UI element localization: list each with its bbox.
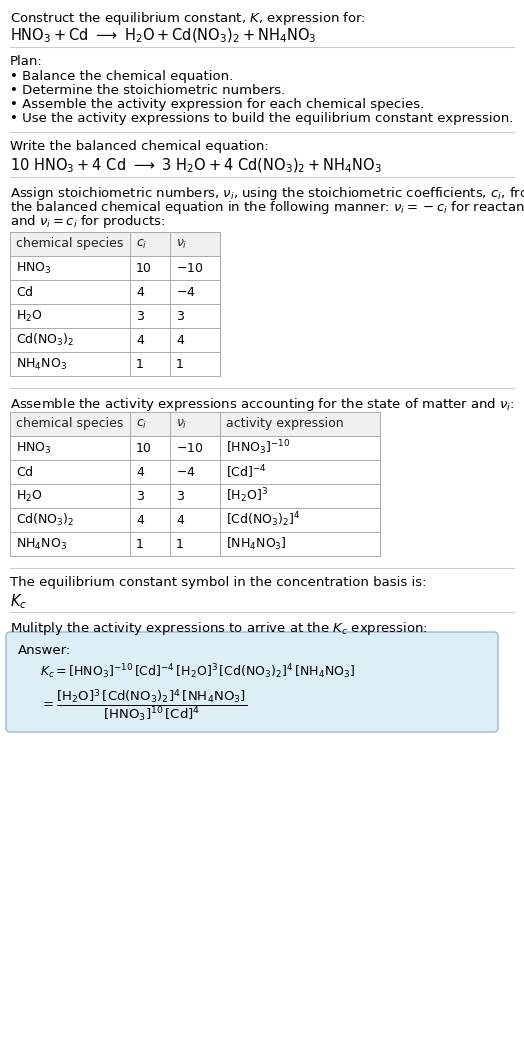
Text: $\mathrm{Cd}$: $\mathrm{Cd}$ [16,285,34,299]
Text: 1: 1 [176,537,184,551]
Bar [10,280,220,304]
Text: chemical species: chemical species [16,417,123,431]
Text: Assemble the activity expressions accounting for the state of matter and $\nu_i$: Assemble the activity expressions accoun… [10,396,515,413]
Text: $\mathrm{H_2O}$: $\mathrm{H_2O}$ [16,308,42,324]
Text: $\nu_i$: $\nu_i$ [176,417,188,431]
Text: $K_c = [\mathrm{HNO_3}]^{-10}\,[\mathrm{Cd}]^{-4}\,[\mathrm{H_2O}]^3\,[\mathrm{C: $K_c = [\mathrm{HNO_3}]^{-10}\,[\mathrm{… [40,662,355,681]
Text: $\mathrm{Cd(NO_3)_2}$: $\mathrm{Cd(NO_3)_2}$ [16,512,74,528]
Text: • Use the activity expressions to build the equilibrium constant expression.: • Use the activity expressions to build … [10,112,514,125]
Text: $K_c$: $K_c$ [10,592,27,611]
Text: Construct the equilibrium constant, $K$, expression for:: Construct the equilibrium constant, $K$,… [10,10,366,27]
Bar [10,232,220,256]
Text: Assign stoichiometric numbers, $\nu_i$, using the stoichiometric coefficients, $: Assign stoichiometric numbers, $\nu_i$, … [10,185,524,202]
Text: 1: 1 [136,357,144,371]
Bar [10,508,380,532]
Text: $\nu_i$: $\nu_i$ [176,237,188,251]
Text: $\mathrm{HNO_3}$: $\mathrm{HNO_3}$ [16,440,51,456]
Text: $[\mathrm{Cd}]^{-4}$: $[\mathrm{Cd}]^{-4}$ [226,463,267,481]
Bar [10,412,380,436]
Text: $-10$: $-10$ [176,441,203,455]
Text: 3: 3 [136,489,144,503]
Text: 3: 3 [176,309,184,323]
Text: $\mathrm{H_2O}$: $\mathrm{H_2O}$ [16,488,42,504]
Bar [10,304,220,328]
Text: $-4$: $-4$ [176,465,195,479]
Text: 1: 1 [176,357,184,371]
Text: $= \dfrac{[\mathrm{H_2O}]^3\,[\mathrm{Cd(NO_3)_2}]^4\,[\mathrm{NH_4NO_3}]}{[\mat: $= \dfrac{[\mathrm{H_2O}]^3\,[\mathrm{Cd… [40,688,247,725]
Text: $\mathrm{HNO_3}$: $\mathrm{HNO_3}$ [16,260,51,276]
Text: $\mathrm{Cd(NO_3)_2}$: $\mathrm{Cd(NO_3)_2}$ [16,332,74,348]
FancyBboxPatch shape [6,632,498,732]
Text: Mulitply the activity expressions to arrive at the $K_c$ expression:: Mulitply the activity expressions to arr… [10,620,428,637]
Text: and $\nu_i = c_i$ for products:: and $\nu_i = c_i$ for products: [10,213,166,230]
Text: $\mathrm{HNO_3 + Cd\ \longrightarrow\ H_2O + Cd(NO_3)_2 + NH_4NO_3}$: $\mathrm{HNO_3 + Cd\ \longrightarrow\ H_… [10,27,316,46]
Bar [10,532,380,556]
Text: 4: 4 [176,333,184,347]
Text: • Determine the stoichiometric numbers.: • Determine the stoichiometric numbers. [10,84,285,97]
Bar [10,436,380,460]
Text: $\mathrm{Cd}$: $\mathrm{Cd}$ [16,465,34,479]
Text: Plan:: Plan: [10,55,43,68]
Text: 4: 4 [136,333,144,347]
Text: $[\mathrm{NH_4NO_3}]$: $[\mathrm{NH_4NO_3}]$ [226,536,287,552]
Text: $\mathrm{NH_4NO_3}$: $\mathrm{NH_4NO_3}$ [16,536,67,552]
Text: activity expression: activity expression [226,417,344,431]
Text: • Balance the chemical equation.: • Balance the chemical equation. [10,70,233,83]
Bar [10,352,220,376]
Text: The equilibrium constant symbol in the concentration basis is:: The equilibrium constant symbol in the c… [10,576,427,589]
Text: 3: 3 [136,309,144,323]
Text: the balanced chemical equation in the following manner: $\nu_i = -c_i$ for react: the balanced chemical equation in the fo… [10,199,524,215]
Text: $-10$: $-10$ [176,261,203,275]
Bar [10,256,220,280]
Text: 1: 1 [136,537,144,551]
Text: $c_i$: $c_i$ [136,417,147,431]
Text: $-4$: $-4$ [176,285,195,299]
Text: $\mathrm{10\ HNO_3 + 4\ Cd\ \longrightarrow\ 3\ H_2O + 4\ Cd(NO_3)_2 + NH_4NO_3}: $\mathrm{10\ HNO_3 + 4\ Cd\ \longrightar… [10,157,382,175]
Text: $[\mathrm{HNO_3}]^{-10}$: $[\mathrm{HNO_3}]^{-10}$ [226,438,290,457]
Text: 10: 10 [136,261,152,275]
Text: $c_i$: $c_i$ [136,237,147,251]
Bar [10,484,380,508]
Text: 3: 3 [176,489,184,503]
Text: Write the balanced chemical equation:: Write the balanced chemical equation: [10,139,269,153]
Text: $[\mathrm{Cd(NO_3)_2}]^4$: $[\mathrm{Cd(NO_3)_2}]^4$ [226,511,301,530]
Text: 4: 4 [136,513,144,527]
Text: • Assemble the activity expression for each chemical species.: • Assemble the activity expression for e… [10,98,424,111]
Text: chemical species: chemical species [16,237,123,251]
Bar [10,460,380,484]
Text: 4: 4 [176,513,184,527]
Bar [10,328,220,352]
Text: 4: 4 [136,285,144,299]
Text: $[\mathrm{H_2O}]^3$: $[\mathrm{H_2O}]^3$ [226,486,268,505]
Text: Answer:: Answer: [18,644,71,657]
Text: 4: 4 [136,465,144,479]
Text: $\mathrm{NH_4NO_3}$: $\mathrm{NH_4NO_3}$ [16,356,67,372]
Text: 10: 10 [136,441,152,455]
